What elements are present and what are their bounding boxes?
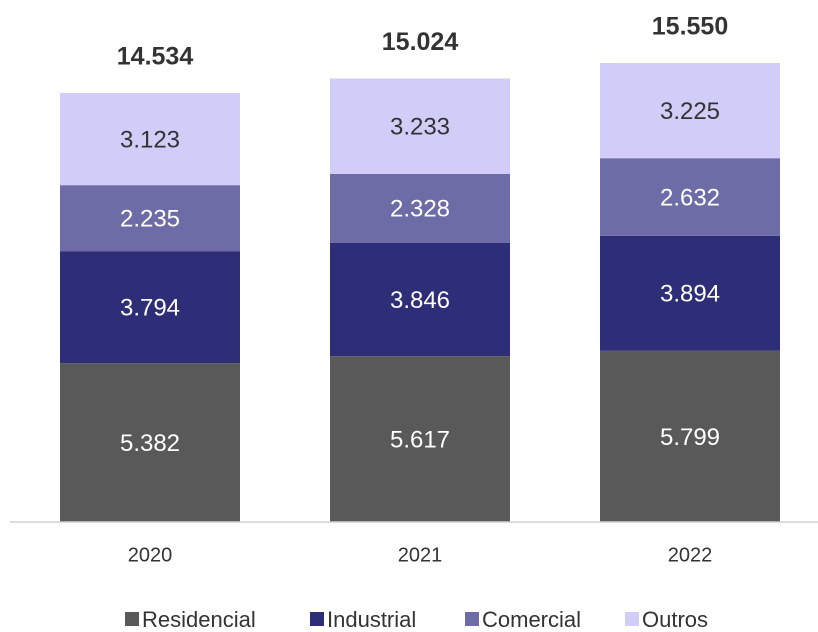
legend-swatch (465, 612, 479, 626)
value-label: 3.894 (660, 281, 720, 308)
legend-swatch (310, 612, 324, 626)
x-tick-label: 2022 (668, 544, 713, 566)
bar-segment (600, 158, 780, 236)
value-label: 3.225 (660, 98, 720, 125)
legend-swatch (625, 612, 639, 626)
legend-swatch (125, 612, 139, 626)
bar-segment (330, 78, 510, 174)
bar-segment (60, 185, 240, 252)
bar-segment (60, 363, 240, 522)
value-label: 5.617 (390, 426, 450, 453)
total-label: 15.024 (382, 28, 459, 56)
bar-segment (330, 242, 510, 357)
value-label: 5.799 (660, 424, 720, 451)
total-label: 14.534 (117, 43, 194, 71)
legend-label: Comercial (482, 607, 581, 632)
bar-segment (330, 173, 510, 243)
value-label: 3.233 (390, 114, 450, 141)
legend-label: Industrial (327, 607, 416, 632)
bar-segment (60, 251, 240, 364)
x-tick-label: 2020 (128, 544, 173, 566)
value-label: 5.382 (120, 430, 180, 457)
bar-segment (600, 63, 780, 159)
bar-segment (600, 350, 780, 522)
legend-label: Residencial (142, 607, 256, 632)
bar-segment (330, 356, 510, 522)
value-label: 3.123 (120, 126, 180, 153)
value-label: 2.235 (120, 206, 180, 233)
value-label: 2.328 (390, 196, 450, 223)
value-label: 3.794 (120, 294, 180, 321)
value-label: 3.846 (390, 287, 450, 314)
bar-segment (60, 92, 240, 186)
legend-label: Outros (642, 607, 708, 632)
x-tick-label: 2021 (398, 544, 443, 566)
total-label: 15.550 (652, 13, 728, 41)
value-label: 2.632 (660, 184, 720, 211)
bar-segment (600, 235, 780, 351)
